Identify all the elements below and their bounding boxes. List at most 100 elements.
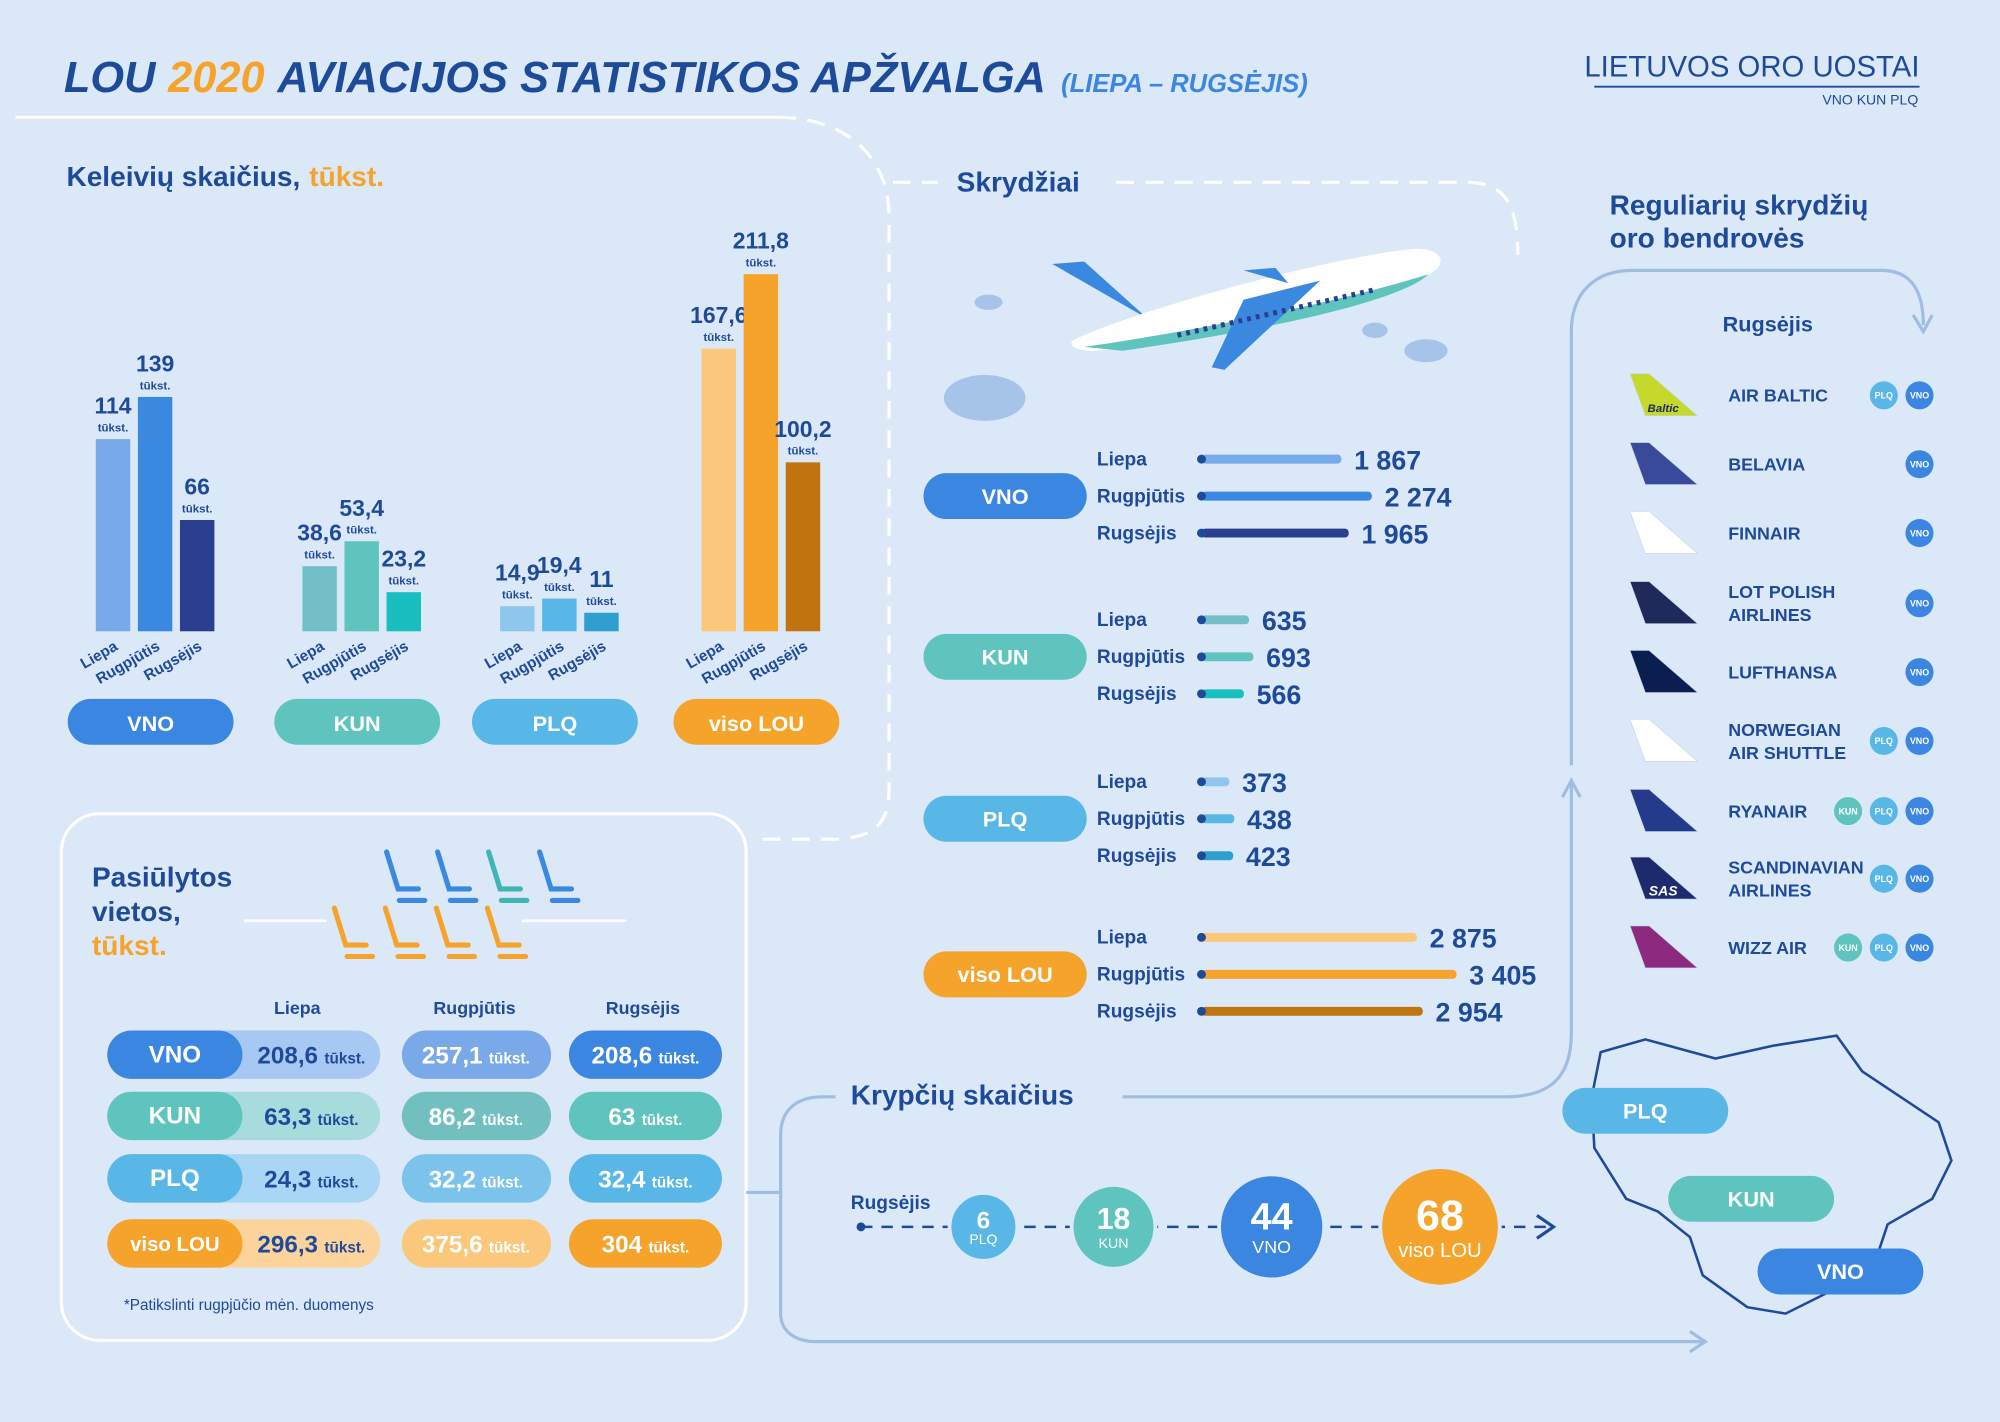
airline-name: LOT POLISH	[1728, 582, 1835, 602]
airline-name: WIZZ AIR	[1728, 938, 1807, 958]
airline-name: RYANAIR	[1728, 801, 1807, 821]
row-label: PLQ	[150, 1165, 200, 1192]
airport-badge-label: VNO	[1910, 874, 1929, 884]
airline-name: LUFTHANSA	[1728, 662, 1837, 682]
bubble	[947, 1191, 1020, 1263]
cell-unit: tūkst.	[659, 1051, 700, 1068]
value-label: 68	[1416, 1192, 1464, 1240]
seats-title: vietos,	[92, 896, 181, 927]
bubble	[1378, 1165, 1502, 1289]
cell-value: 296,3	[257, 1231, 318, 1258]
bar	[584, 612, 619, 632]
row-pill	[107, 1219, 243, 1268]
value-label: 438	[1247, 805, 1292, 835]
logo-text: Baltic	[1648, 403, 1680, 415]
title-text: Keleivių skaičius,	[66, 161, 300, 192]
airport-badge-label: KUN	[1838, 943, 1857, 953]
cloud	[1404, 339, 1448, 363]
airport-badge-label: PLQ	[1875, 391, 1893, 401]
bar-dot	[1197, 652, 1206, 662]
line	[746, 1190, 1709, 1354]
value-label: 11	[589, 566, 613, 592]
airline-logo	[1629, 442, 1699, 485]
value-label: 2 274	[1385, 482, 1452, 512]
cell-unit: tūkst.	[642, 1112, 683, 1129]
airport-badge	[1905, 519, 1934, 548]
group-pill	[274, 698, 441, 745]
cell-unit: tūkst.	[648, 1239, 689, 1256]
value-label: 19,4	[537, 552, 582, 578]
row-label: KUN	[149, 1103, 201, 1130]
category-label: Rugpjūtis	[1097, 809, 1185, 830]
cell-value: 86,2	[429, 1104, 476, 1131]
group-pill	[923, 473, 1087, 520]
airline-name: NORWEGIAN	[1728, 720, 1841, 740]
unit-label: tūkst.	[586, 596, 617, 608]
group-pill	[673, 698, 840, 745]
cell-unit: tūkst.	[482, 1174, 523, 1191]
airline-name: SCANDINAVIAN	[1728, 858, 1863, 878]
airline-logo	[1629, 511, 1699, 554]
value-label: 3 405	[1469, 961, 1536, 991]
map-label: VNO	[1817, 1259, 1864, 1284]
seats-title-unit: tūkst.	[92, 930, 167, 961]
arrow	[1536, 1214, 1557, 1240]
cloud	[1362, 322, 1388, 338]
seat	[382, 905, 427, 960]
airport-badge-label: PLQ	[1875, 736, 1893, 746]
cell-value: 208,6	[257, 1043, 318, 1070]
value-label: 66	[184, 474, 210, 500]
seats-frame	[59, 812, 748, 1342]
airport-badge	[1869, 726, 1898, 755]
value-label: 18	[1097, 1203, 1131, 1236]
map-outline	[1590, 1034, 1953, 1315]
cell-value: 32,4	[598, 1166, 646, 1193]
cell-unit: tūkst.	[482, 1112, 523, 1129]
column-header: Rugpjūtis	[433, 998, 515, 1018]
chart-title: Keleivių skaičius, tūkst.	[66, 161, 384, 192]
table-value: 304 tūkst.	[602, 1231, 690, 1258]
seat	[433, 905, 478, 960]
bar	[344, 541, 379, 632]
table-value: 63 tūkst.	[608, 1104, 682, 1131]
airline-name: AIR BALTIC	[1728, 386, 1828, 406]
bar-dot	[1197, 851, 1206, 861]
airport-badge	[1905, 450, 1934, 479]
cell-value: 24,3	[264, 1166, 311, 1193]
cell-unit: tūkst.	[489, 1239, 530, 1256]
bar	[1201, 1006, 1423, 1016]
category-label: KUN	[1098, 1236, 1128, 1252]
airport-badge-label: VNO	[1910, 528, 1929, 538]
category-label: Liepa	[1097, 610, 1147, 631]
category-label: Rugpjūtis	[1097, 647, 1185, 668]
column-header: Liepa	[274, 998, 322, 1018]
bar-dot	[1197, 1006, 1206, 1016]
seat	[331, 905, 376, 960]
windows	[1176, 286, 1377, 338]
airport-badge	[1905, 864, 1934, 893]
value-label: 14,9	[495, 560, 540, 586]
title-part: 2020	[167, 54, 264, 102]
main-title: LOU 2020 AVIACIJOS STATISTIKOS APŽVALGA (LI…	[64, 53, 1308, 102]
airport-badge	[1869, 864, 1898, 893]
unit-label: tūkst.	[544, 582, 575, 594]
cell-unit: tūkst.	[318, 1112, 359, 1129]
line-start	[856, 1222, 866, 1232]
value-label: 44	[1251, 1197, 1293, 1239]
airport-badge-label: VNO	[1910, 459, 1929, 469]
airport-badge-label: VNO	[1910, 667, 1929, 677]
bar	[743, 274, 779, 632]
unit-label: tūkst.	[98, 422, 129, 434]
table-cell	[568, 1030, 722, 1079]
airport-badge-label: VNO	[1910, 598, 1929, 608]
airline-logo	[1629, 373, 1699, 417]
bar	[1201, 615, 1250, 625]
bar-dot	[1197, 491, 1206, 501]
airport-badge	[1905, 589, 1934, 618]
airlines-title: oro bendrovės	[1610, 222, 1805, 253]
value-label: 211,8	[733, 228, 789, 254]
value-label: 423	[1246, 842, 1291, 872]
logo-sub: VNO KUN PLQ	[1822, 92, 1918, 108]
seat	[537, 849, 581, 903]
airline-name: FINNAIR	[1728, 523, 1800, 543]
